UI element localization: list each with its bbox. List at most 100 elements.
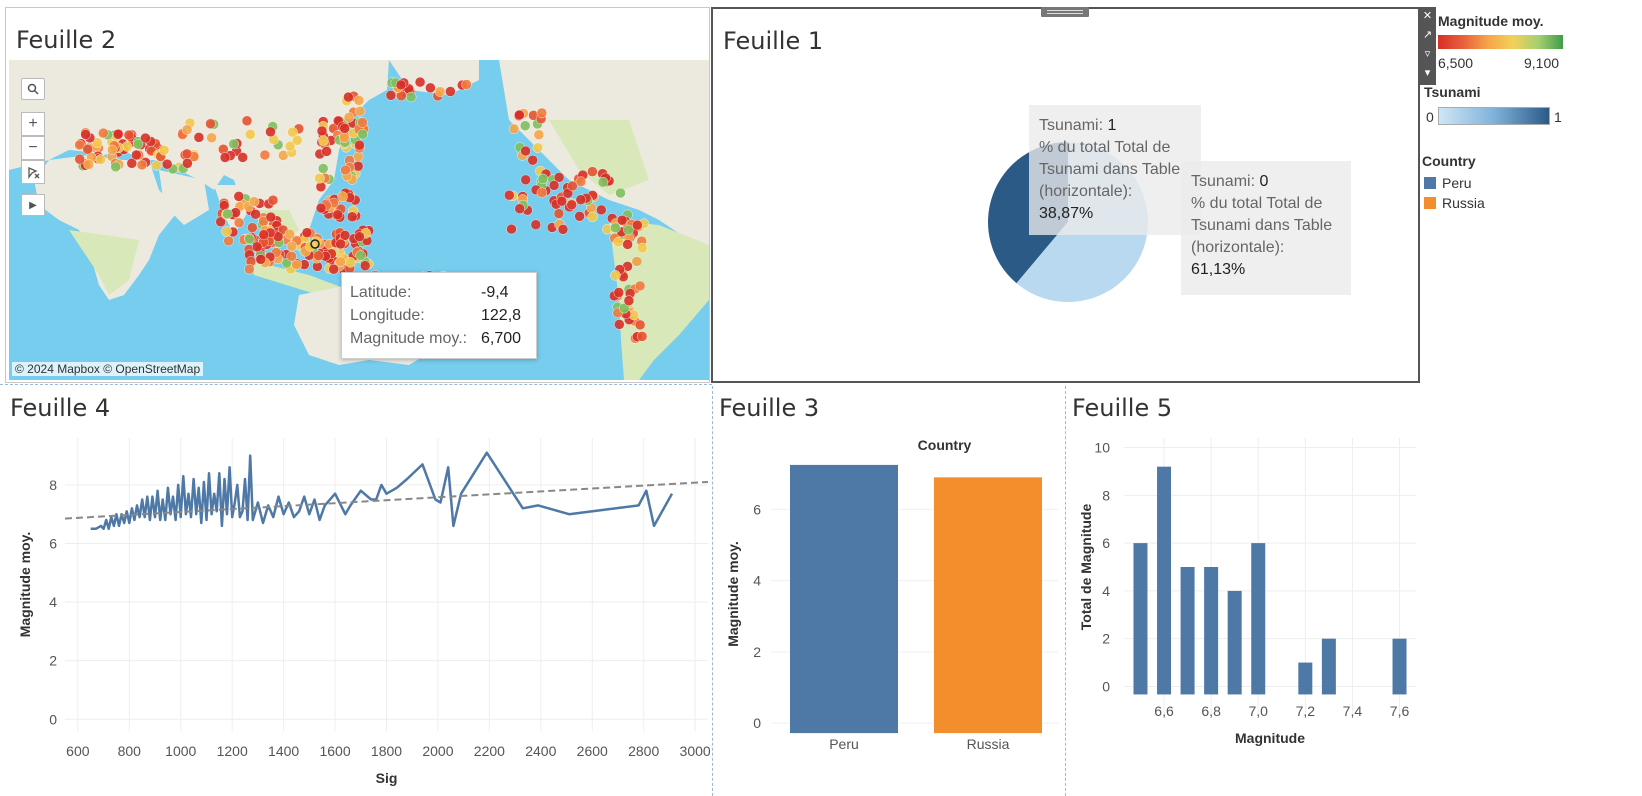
earthquake-point[interactable] [461, 79, 472, 90]
bar-russia[interactable] [934, 477, 1042, 734]
earthquake-point[interactable] [553, 172, 565, 183]
earthquake-point[interactable] [434, 86, 446, 97]
earthquake-point[interactable] [637, 242, 648, 254]
earthquake-point[interactable] [251, 241, 263, 253]
earthquake-point[interactable] [445, 86, 456, 97]
earthquake-point[interactable] [259, 149, 271, 161]
earthquake-point[interactable] [343, 112, 355, 123]
earthquake-point[interactable] [206, 132, 217, 144]
earthquake-point[interactable] [353, 151, 364, 162]
earthquake-point[interactable] [98, 127, 109, 139]
earthquake-point[interactable] [291, 259, 302, 271]
magnitude-color-ramp[interactable] [1438, 35, 1563, 49]
earthquake-point[interactable] [292, 135, 303, 146]
earthquake-point[interactable] [536, 187, 548, 198]
earthquake-point[interactable] [537, 173, 549, 185]
earthquake-point[interactable] [610, 270, 621, 281]
earthquake-point[interactable] [425, 82, 436, 94]
earthquake-point[interactable] [332, 209, 343, 221]
magnitude-histogram[interactable]: 6,6 6,8 7,0 7,2 7,4 7,6 0 2 4 6 8 10 Magnitude Total … [1066, 426, 1420, 796]
earthquake-point[interactable] [574, 211, 585, 222]
menu-arrow-icon[interactable]: ▾ [1424, 67, 1431, 79]
earthquake-point[interactable] [575, 176, 587, 187]
earthquake-point[interactable] [131, 149, 142, 161]
earthquake-point[interactable] [610, 222, 621, 234]
earthquake-point[interactable] [596, 204, 607, 216]
earthquake-point[interactable] [575, 194, 586, 205]
earthquake-point[interactable] [181, 148, 193, 160]
histogram-bar[interactable] [1133, 543, 1148, 695]
earthquake-point[interactable] [286, 251, 297, 262]
earthquake-point[interactable] [340, 164, 351, 176]
earthquake-point[interactable] [553, 208, 565, 219]
earthquake-point[interactable] [267, 194, 279, 206]
earthquake-point[interactable] [233, 217, 245, 229]
expand-toolbar-button[interactable]: ▶ [21, 194, 45, 216]
earthquake-point[interactable] [514, 203, 525, 214]
histogram-bar[interactable] [1251, 543, 1266, 695]
earthquake-point[interactable] [615, 187, 626, 199]
earthquake-point[interactable] [508, 123, 520, 135]
earthquake-point[interactable] [255, 254, 267, 265]
earthquake-map[interactable]: + − ▶ © 2024 Mapbox © OpenStreetMap Lati… [9, 60, 709, 380]
earthquake-point[interactable] [233, 191, 245, 202]
earthquake-point[interactable] [533, 129, 545, 141]
country-bar-chart[interactable]: Country 0 2 4 6 Magnitude moy. Peru Russia [713, 426, 1065, 796]
earthquake-point[interactable] [221, 226, 232, 237]
earthquake-point[interactable] [265, 211, 276, 223]
map-search-button[interactable] [21, 78, 45, 100]
earthquake-point[interactable] [360, 260, 371, 271]
earthquake-point[interactable] [286, 240, 297, 252]
earthquake-point[interactable] [339, 132, 350, 144]
earthquake-point[interactable] [315, 202, 327, 214]
earthquake-point[interactable] [182, 158, 193, 169]
earthquake-point[interactable] [110, 161, 121, 173]
earthquake-point[interactable] [636, 331, 648, 342]
histogram-bar[interactable] [1204, 567, 1219, 695]
earthquake-point[interactable] [566, 199, 577, 211]
legend-item-russia[interactable]: Russia [1424, 195, 1485, 211]
earthquake-point[interactable] [613, 287, 624, 298]
earthquake-point[interactable] [223, 235, 234, 247]
earthquake-point[interactable] [406, 91, 417, 103]
earthquake-point[interactable] [587, 211, 598, 223]
earthquake-point[interactable] [536, 107, 547, 119]
earthquake-point[interactable] [140, 132, 151, 144]
earthquake-point[interactable] [504, 189, 515, 201]
earthquake-point[interactable] [567, 180, 578, 192]
earthquake-point[interactable] [614, 319, 625, 330]
earthquake-point[interactable] [506, 223, 517, 235]
histogram-bar[interactable] [1298, 662, 1313, 695]
earthquake-point[interactable] [619, 302, 630, 314]
earthquake-point[interactable] [314, 173, 325, 184]
popout-icon[interactable]: ↗ [1422, 29, 1433, 41]
histogram-bar[interactable] [1227, 590, 1242, 695]
earthquake-point[interactable] [631, 256, 642, 267]
earthquake-point[interactable] [258, 229, 270, 240]
earthquake-point[interactable] [245, 129, 256, 140]
earthquake-point[interactable] [357, 117, 368, 128]
earthquake-point[interactable] [284, 228, 295, 240]
earthquake-point[interactable] [347, 211, 358, 223]
earthquake-point[interactable] [597, 176, 609, 188]
earthquake-point[interactable] [632, 219, 643, 231]
earthquake-point[interactable] [613, 236, 624, 248]
histogram-bar[interactable] [1321, 638, 1336, 695]
earthquake-point[interactable] [623, 295, 635, 306]
earthquake-point[interactable] [80, 129, 91, 140]
earthquake-point[interactable] [354, 139, 365, 151]
earthquake-point[interactable] [241, 115, 253, 126]
earthquake-point[interactable] [337, 191, 348, 202]
earthquake-point[interactable] [136, 159, 148, 171]
earthquake-point[interactable] [305, 241, 316, 252]
earthquake-point[interactable] [355, 250, 366, 261]
earthquake-point[interactable] [244, 263, 255, 275]
earthquake-point[interactable] [132, 138, 144, 150]
earthquake-point[interactable] [74, 153, 85, 165]
earthquake-point[interactable] [158, 144, 170, 156]
earthquake-point[interactable] [414, 76, 426, 88]
earthquake-point[interactable] [548, 180, 560, 191]
earthquake-point[interactable] [357, 128, 368, 140]
earthquake-point[interactable] [353, 95, 365, 106]
histogram-bar[interactable] [1180, 567, 1195, 695]
